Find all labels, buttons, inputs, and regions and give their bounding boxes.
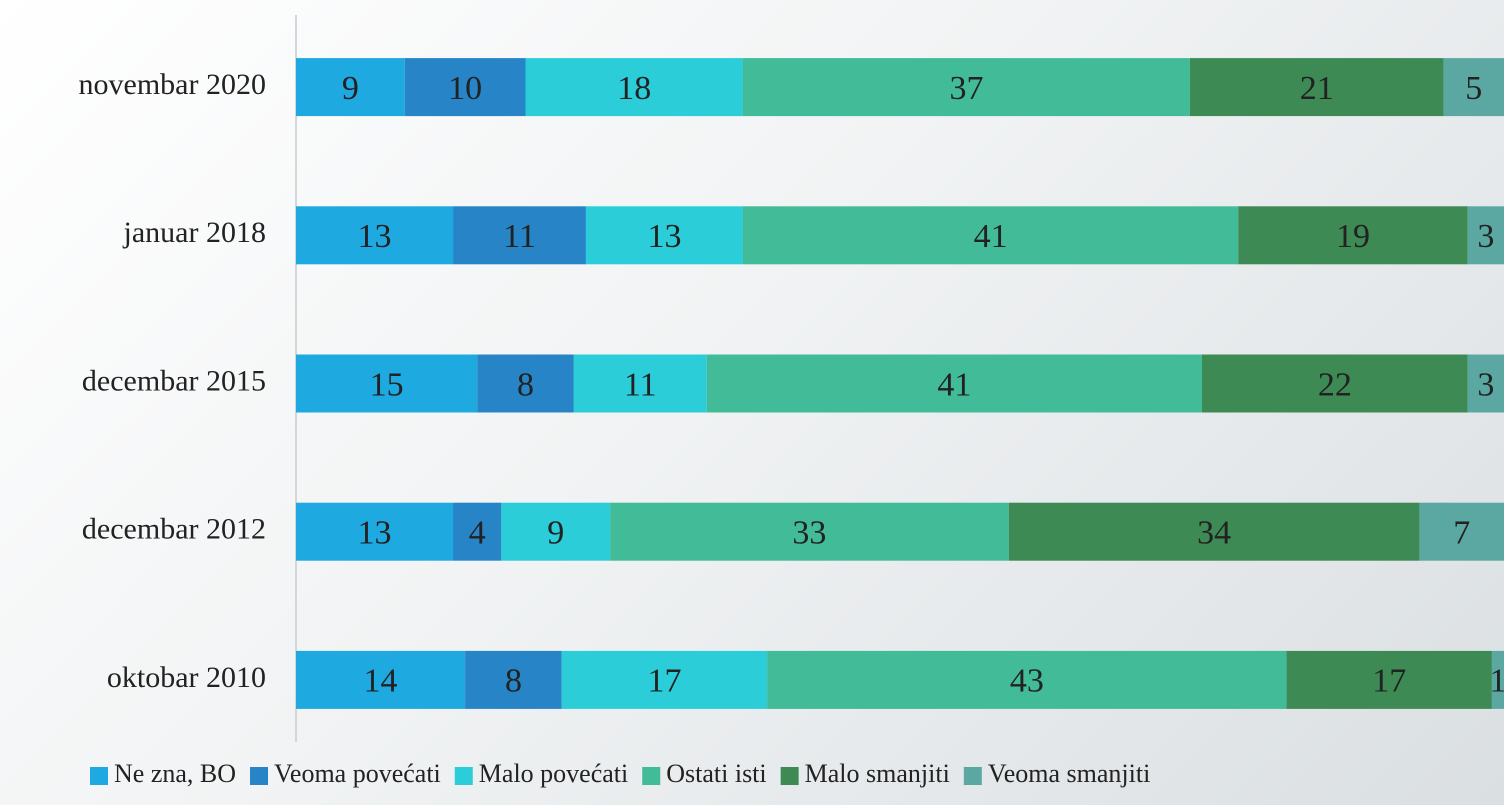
data-label: 41 <box>937 366 971 403</box>
legend-swatch <box>780 767 799 785</box>
bar-segment <box>1238 206 1468 265</box>
bar-segment <box>296 58 405 117</box>
bar-segment <box>296 650 466 709</box>
bar-segment <box>1443 58 1504 117</box>
bar-segment <box>296 354 478 413</box>
bar-segment <box>404 58 526 117</box>
data-label: 37 <box>949 70 983 107</box>
data-label: 19 <box>1336 218 1370 255</box>
data-label: 1 <box>1489 663 1504 700</box>
legend-label: Malo povećati <box>479 759 628 788</box>
bar-segment <box>1419 502 1504 561</box>
bar-segment <box>501 502 611 561</box>
bar-segment <box>1189 58 1444 117</box>
data-label: 4 <box>469 514 486 551</box>
y-tick-label: decembar 2012 <box>82 513 266 546</box>
y-tick-label: novembar 2020 <box>79 68 266 101</box>
bar-segment <box>561 650 768 709</box>
data-label: 9 <box>547 514 564 551</box>
data-label: 17 <box>647 663 681 700</box>
legend-label: Veoma povećati <box>274 759 441 788</box>
y-tick-label: oktobar 2010 <box>107 661 266 694</box>
bar-segment <box>477 354 574 413</box>
data-label: 33 <box>792 514 826 551</box>
y-tick-label: januar 2018 <box>123 216 266 249</box>
bar-segment <box>1491 650 1504 709</box>
data-label: 13 <box>647 218 681 255</box>
bar-segment <box>453 502 502 561</box>
data-label: 13 <box>358 514 392 551</box>
legend-label: Ostati isti <box>666 759 766 788</box>
data-label: 41 <box>974 218 1008 255</box>
legend-swatch <box>963 767 982 785</box>
data-label: 15 <box>370 366 404 403</box>
bar-segment <box>465 650 562 709</box>
legend-label: Ne zna, BO <box>114 759 236 788</box>
data-label: 8 <box>517 366 534 403</box>
bar-segment <box>296 502 454 561</box>
data-label: 8 <box>505 663 522 700</box>
bar-segment <box>706 354 1202 413</box>
legend-label: Veoma smanjiti <box>988 759 1150 788</box>
data-label: 7 <box>1453 514 1470 551</box>
data-label: 14 <box>364 663 398 700</box>
data-label: 17 <box>1372 663 1406 700</box>
bar-segment <box>573 354 707 413</box>
data-label: 5 <box>1465 70 1482 107</box>
data-label: 18 <box>617 70 651 107</box>
bar-segment <box>1467 354 1504 413</box>
bar-segment <box>742 58 1190 117</box>
bar-segment <box>585 206 743 265</box>
data-label: 11 <box>503 218 536 255</box>
legend-swatch <box>454 767 473 785</box>
data-label: 34 <box>1197 514 1231 551</box>
bar-segment <box>1467 206 1504 265</box>
data-label: 43 <box>1010 663 1044 700</box>
legend-swatch <box>90 767 108 785</box>
bar-segment <box>1202 354 1468 413</box>
legend-swatch <box>642 767 661 785</box>
bar-segment <box>525 58 743 117</box>
bar-segment <box>296 206 454 265</box>
bar-segment <box>742 206 1239 265</box>
data-label: 3 <box>1477 218 1494 255</box>
y-tick-label: decembar 2015 <box>82 364 266 397</box>
data-label: 10 <box>448 70 482 107</box>
bar-segment <box>610 502 1009 561</box>
bar-segment <box>1008 502 1420 561</box>
bar-segment <box>1286 650 1492 709</box>
bar-segment <box>767 650 1287 709</box>
data-label: 22 <box>1318 366 1352 403</box>
legend-label: Malo smanjiti <box>805 759 950 788</box>
data-label: 13 <box>358 218 392 255</box>
data-label: 9 <box>342 70 359 107</box>
data-label: 3 <box>1477 366 1494 403</box>
bar-segment <box>453 206 586 265</box>
data-label: 21 <box>1300 70 1334 107</box>
data-label: 11 <box>624 366 657 403</box>
legend-swatch <box>250 767 269 785</box>
